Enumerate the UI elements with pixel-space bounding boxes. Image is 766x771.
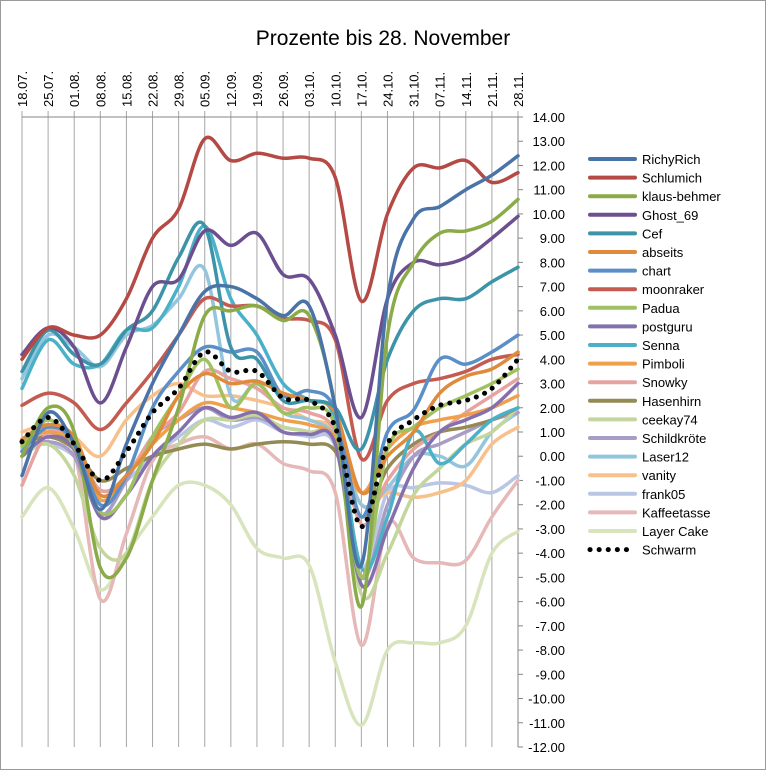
y-tick-label: 4.00: [540, 352, 565, 367]
legend-label-frank05: frank05: [642, 487, 685, 502]
legend-label-cef: Cef: [642, 226, 663, 241]
y-tick-label: 8.00: [540, 255, 565, 270]
series-line-postguru: [20, 381, 520, 589]
series-line-richyrich: [20, 154, 520, 569]
x-tick-label: 14.11.: [459, 72, 474, 107]
y-tick-label: -8.00: [535, 643, 565, 658]
x-tick-label: 22.08.: [146, 71, 161, 107]
x-axis-ticks: 18.07. 25.07. 01.08. 08.08. 15.08. 22.08. 29.0…: [15, 71, 526, 107]
legend-label-schwarm: Schwarm: [642, 543, 696, 558]
x-tick-label: 05.09.: [198, 71, 213, 107]
y-tick-label: -3.00: [535, 522, 565, 537]
x-tick-label: 07.11.: [433, 72, 448, 107]
legend-label-layer-cake: Layer Cake: [642, 524, 708, 539]
series-line-padua: [20, 357, 520, 580]
x-tick-label: 10.10.: [328, 71, 343, 107]
y-axis-ticks: 14.00 13.00 12.00 11.00 10.00 9.00 8.00 7.00 6.0…: [518, 110, 565, 755]
x-tick-label: 18.07.: [15, 71, 30, 107]
x-tick-label: 21.11.: [485, 72, 500, 107]
x-tick-label: 28.11.: [511, 72, 526, 107]
series-line-ghost-69: [20, 214, 520, 420]
series-line-pimboli: [20, 393, 520, 503]
y-tick-label: -11.00: [529, 716, 565, 731]
y-tick-label: -5.00: [535, 570, 565, 585]
x-tick-label: 12.09.: [224, 71, 239, 107]
y-tick-label: 13.00: [532, 134, 565, 149]
series-line-ceekay74: [20, 406, 520, 601]
y-tick-label: 3.00: [540, 377, 565, 392]
y-tick-label: -6.00: [535, 595, 565, 610]
series-lines: [19, 135, 521, 727]
series-line-klaus-behmer: [20, 197, 520, 609]
legend-label-kaffeetasse: Kaffeetasse: [642, 505, 710, 520]
y-tick-label: -1.00: [535, 473, 565, 488]
x-tick-label: 25.07.: [41, 71, 56, 107]
x-tick-label: 03.10.: [302, 71, 317, 107]
y-tick-label: 1.00: [540, 425, 565, 440]
legend-label-schildkr-te: Schildkröte: [642, 431, 706, 446]
x-tick-label: 19.09.: [250, 71, 265, 107]
legend-label-pimboli: Pimboli: [642, 357, 685, 372]
series-line-schlumich: [20, 135, 520, 362]
legend-label-richyrich: RichyRich: [642, 152, 701, 167]
y-tick-label: 0.00: [540, 449, 565, 464]
series-line-kaffeetasse: [20, 431, 520, 647]
y-tick-label: 14.00: [532, 110, 565, 125]
legend-label-vanity: vanity: [642, 468, 676, 483]
x-tick-label: 31.10.: [407, 71, 422, 107]
y-tick-label: 9.00: [540, 231, 565, 246]
y-tick-label: -12.00: [528, 740, 565, 755]
x-tick-label: 24.10.: [380, 71, 395, 107]
y-tick-label: 11.00: [533, 183, 565, 198]
y-tick-label: -9.00: [535, 667, 565, 682]
x-tick-label: 15.08.: [119, 71, 134, 107]
y-tick-label: 10.00: [532, 207, 565, 222]
legend-label-moonraker: moonraker: [642, 282, 705, 297]
y-tick-label: -4.00: [535, 546, 565, 561]
legend-label-hasenhirn: Hasenhirn: [642, 394, 701, 409]
legend-label-postguru: postguru: [642, 319, 693, 334]
x-tick-label: 17.10.: [354, 71, 369, 107]
legend-label-ceekay74: ceekay74: [642, 412, 698, 427]
x-tick-label: 26.09.: [276, 71, 291, 107]
legend-label-laser12: Laser12: [642, 450, 689, 465]
series-line-schwarm: [19, 349, 521, 530]
legend: RichyRich Schlumich klaus-behmer Ghost_69 Ce…: [587, 152, 721, 558]
series-line-layer-cake: [20, 480, 520, 727]
legend-label-schlumich: Schlumich: [642, 171, 702, 186]
y-tick-label: 5.00: [540, 328, 565, 343]
x-tick-label: 08.08.: [93, 71, 108, 107]
y-tick-label: 2.00: [540, 401, 565, 416]
legend-label-chart: chart: [642, 264, 671, 279]
legend-label-senna: Senna: [642, 338, 680, 353]
legend-label-abseits: abseits: [642, 245, 684, 260]
chart-title: Prozente bis 28. November: [256, 27, 510, 50]
y-tick-label: 12.00: [532, 158, 565, 173]
y-tick-label: -10.00: [528, 692, 565, 707]
series-line-moonraker: [20, 295, 520, 462]
y-tick-label: -7.00: [535, 619, 565, 634]
series-line-cef: [20, 220, 520, 452]
y-tick-label: 7.00: [540, 280, 565, 295]
series-line-abseits: [20, 350, 520, 499]
legend-label-snowky: Snowky: [642, 375, 688, 390]
legend-label-klaus-behmer: klaus-behmer: [642, 189, 721, 204]
x-tick-label: 29.08.: [172, 71, 187, 107]
legend-label-padua: Padua: [642, 301, 680, 316]
y-tick-label: -2.00: [535, 498, 565, 513]
x-tick-label: 01.08.: [67, 71, 82, 107]
y-tick-label: 6.00: [540, 304, 565, 319]
legend-label-ghost-69: Ghost_69: [642, 208, 698, 223]
series-line-vanity: [20, 381, 520, 509]
